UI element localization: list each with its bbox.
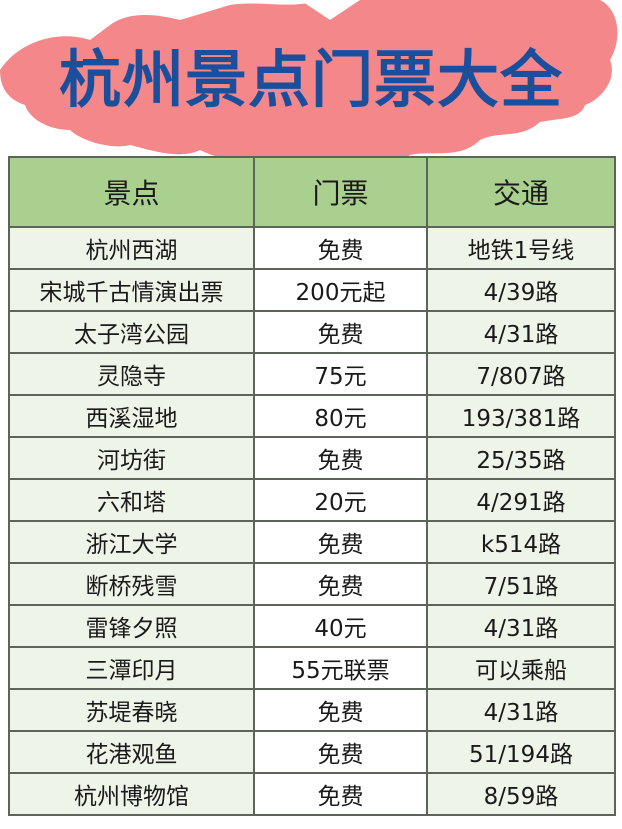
transport-cell: 4/31路 — [426, 310, 616, 354]
ticket-table: 景点 门票 交通 杭州西湖 免费 地铁1号线 宋城千古情演出票 200元起 4/39路 太子… — [8, 156, 616, 816]
table-row: 苏堤春晓 免费 4/31路 — [8, 688, 616, 732]
attraction-cell: 苏堤春晓 — [8, 688, 255, 732]
ticket-cell: 75元 — [253, 352, 428, 396]
header-ticket: 门票 — [253, 156, 428, 228]
ticket-cell: 40元 — [253, 604, 428, 648]
table-header-row: 景点 门票 交通 — [8, 156, 616, 228]
table-row: 杭州博物馆 免费 8/59路 — [8, 772, 616, 816]
attraction-cell: 杭州西湖 — [8, 226, 255, 270]
table-row: 西溪湿地 80元 193/381路 — [8, 394, 616, 438]
attraction-cell: 六和塔 — [8, 478, 255, 522]
table-row: 太子湾公园 免费 4/31路 — [8, 310, 616, 354]
attraction-cell: 浙江大学 — [8, 520, 255, 564]
table-row: 浙江大学 免费 k514路 — [8, 520, 616, 564]
transport-cell: 4/31路 — [426, 604, 616, 648]
table-row: 花港观鱼 免费 51/194路 — [8, 730, 616, 774]
transport-cell: 193/381路 — [426, 394, 616, 438]
ticket-cell: 免费 — [253, 226, 428, 270]
transport-cell: 25/35路 — [426, 436, 616, 480]
ticket-cell: 免费 — [253, 730, 428, 774]
attraction-cell: 西溪湿地 — [8, 394, 255, 438]
attraction-cell: 雷锋夕照 — [8, 604, 255, 648]
table-row: 断桥残雪 免费 7/51路 — [8, 562, 616, 606]
attraction-cell: 太子湾公园 — [8, 310, 255, 354]
attraction-cell: 断桥残雪 — [8, 562, 255, 606]
attraction-cell: 灵隐寺 — [8, 352, 255, 396]
attraction-cell: 花港观鱼 — [8, 730, 255, 774]
ticket-cell: 免费 — [253, 772, 428, 816]
table-row: 宋城千古情演出票 200元起 4/39路 — [8, 268, 616, 312]
transport-cell: 7/807路 — [426, 352, 616, 396]
page-title: 杭州景点门票大全 — [58, 43, 563, 116]
ticket-cell: 免费 — [253, 436, 428, 480]
table-row: 三潭印月 55元联票 可以乘船 — [8, 646, 616, 690]
transport-cell: 可以乘船 — [426, 646, 616, 690]
attraction-cell: 河坊街 — [8, 436, 255, 480]
table-row: 河坊街 免费 25/35路 — [8, 436, 616, 480]
transport-cell: 7/51路 — [426, 562, 616, 606]
ticket-cell: 80元 — [253, 394, 428, 438]
table-row: 六和塔 20元 4/291路 — [8, 478, 616, 522]
table-row: 杭州西湖 免费 地铁1号线 — [8, 226, 616, 270]
attraction-cell: 三潭印月 — [8, 646, 255, 690]
pink-brush-banner — [0, 0, 618, 166]
header-attraction: 景点 — [8, 156, 255, 228]
attraction-cell: 杭州博物馆 — [8, 772, 255, 816]
table-row: 灵隐寺 75元 7/807路 — [8, 352, 616, 396]
ticket-cell: 免费 — [253, 688, 428, 732]
ticket-cell: 200元起 — [253, 268, 428, 312]
ticket-cell: 20元 — [253, 478, 428, 522]
transport-cell: 地铁1号线 — [426, 226, 616, 270]
header-transport: 交通 — [426, 156, 616, 228]
ticket-cell: 免费 — [253, 310, 428, 354]
transport-cell: 51/194路 — [426, 730, 616, 774]
transport-cell: 4/39路 — [426, 268, 616, 312]
transport-cell: 8/59路 — [426, 772, 616, 816]
transport-cell: 4/31路 — [426, 688, 616, 732]
attraction-cell: 宋城千古情演出票 — [8, 268, 255, 312]
ticket-cell: 免费 — [253, 520, 428, 564]
transport-cell: k514路 — [426, 520, 616, 564]
transport-cell: 4/291路 — [426, 478, 616, 522]
table-row: 雷锋夕照 40元 4/31路 — [8, 604, 616, 648]
ticket-cell: 免费 — [253, 562, 428, 606]
ticket-cell: 55元联票 — [253, 646, 428, 690]
